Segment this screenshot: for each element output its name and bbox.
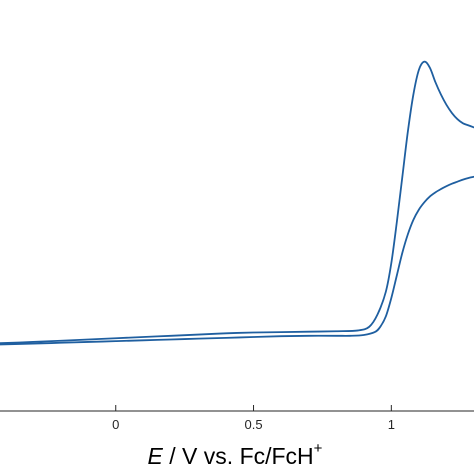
x-axis-unit: / V vs. Fc/FcH bbox=[163, 443, 314, 469]
x-axis-ticks: 0 0.5 1 bbox=[112, 405, 395, 432]
x-tick-label-2: 1 bbox=[388, 417, 395, 432]
x-axis-superscript: + bbox=[314, 440, 323, 457]
x-tick-label-0: 0 bbox=[112, 417, 119, 432]
x-axis-title: E / V vs. Fc/FcH+ bbox=[148, 440, 323, 469]
series-line-reverse-scan bbox=[0, 175, 474, 346]
plot-area bbox=[0, 60, 474, 346]
x-axis-symbol: E bbox=[148, 443, 164, 469]
x-tick-label-1: 0.5 bbox=[244, 417, 262, 432]
series-line-forward-scan bbox=[0, 60, 474, 345]
